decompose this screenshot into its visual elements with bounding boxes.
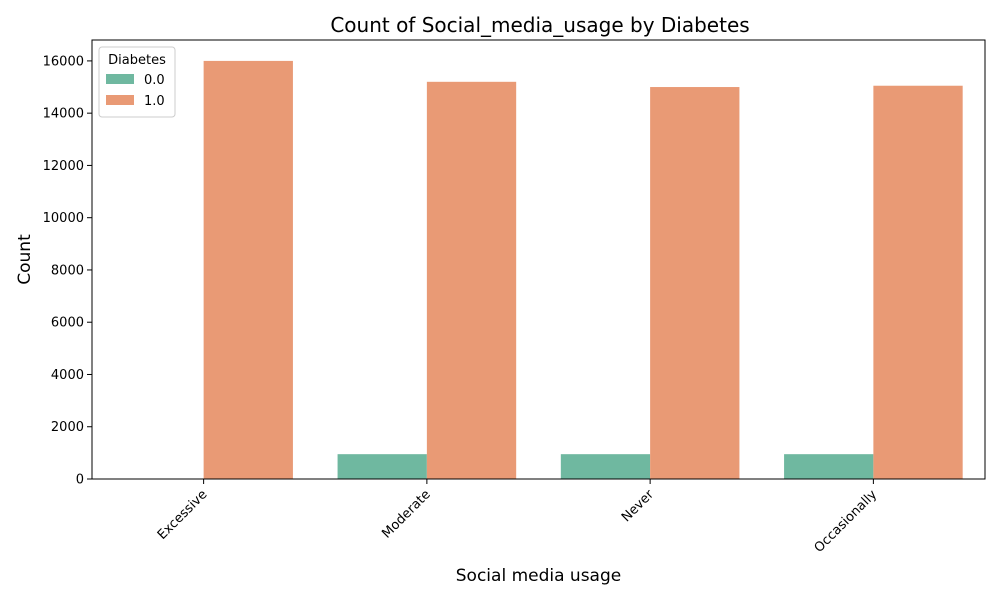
bar-never-series-1 xyxy=(650,87,740,480)
bar-occasionally-series-0 xyxy=(784,454,874,479)
legend-label-1: 1.0 xyxy=(144,94,165,109)
y-tick-label: 0 xyxy=(76,473,84,488)
x-axis-title: Social media usage xyxy=(456,566,621,586)
bar-moderate-series-1 xyxy=(426,81,517,480)
y-tick-label: 10000 xyxy=(43,211,84,226)
y-tick-label: 6000 xyxy=(51,316,84,331)
y-tick-label: 12000 xyxy=(43,159,84,174)
x-tick-label: Moderate xyxy=(379,487,433,541)
chart-title: Count of Social_media_usage by Diabetes xyxy=(330,13,749,37)
plot-frame xyxy=(91,39,986,480)
bar-excessive-series-1 xyxy=(203,60,293,480)
y-tick-label: 8000 xyxy=(51,263,84,278)
legend-label-0: 0.0 xyxy=(144,73,165,88)
legend-swatch-0 xyxy=(106,74,134,84)
y-tick-label: 16000 xyxy=(43,54,84,69)
legend-title: Diabetes xyxy=(108,53,166,68)
y-tick-label: 2000 xyxy=(51,420,84,435)
bar-series-group xyxy=(203,60,963,480)
x-tick-label: Never xyxy=(619,487,657,525)
y-axis-ticks: 0 2000 4000 6000 8000 10000 12000 14000 16000 xyxy=(43,54,92,488)
y-tick-label: 14000 xyxy=(43,107,84,122)
bar-never-series-0 xyxy=(560,454,651,479)
legend: Diabetes 0.0 1.0 xyxy=(98,46,176,118)
x-tick-label: Occasionally xyxy=(812,487,881,556)
y-axis-title: Count xyxy=(15,234,35,285)
bar-occasionally-series-1 xyxy=(873,85,963,480)
bar-moderate-series-0 xyxy=(337,454,427,479)
legend-swatch-1 xyxy=(106,95,134,105)
y-tick-label: 4000 xyxy=(51,368,84,383)
x-axis-ticks: Excessive Moderate Never Occasionally xyxy=(155,479,881,556)
x-tick-label: Excessive xyxy=(155,487,211,543)
